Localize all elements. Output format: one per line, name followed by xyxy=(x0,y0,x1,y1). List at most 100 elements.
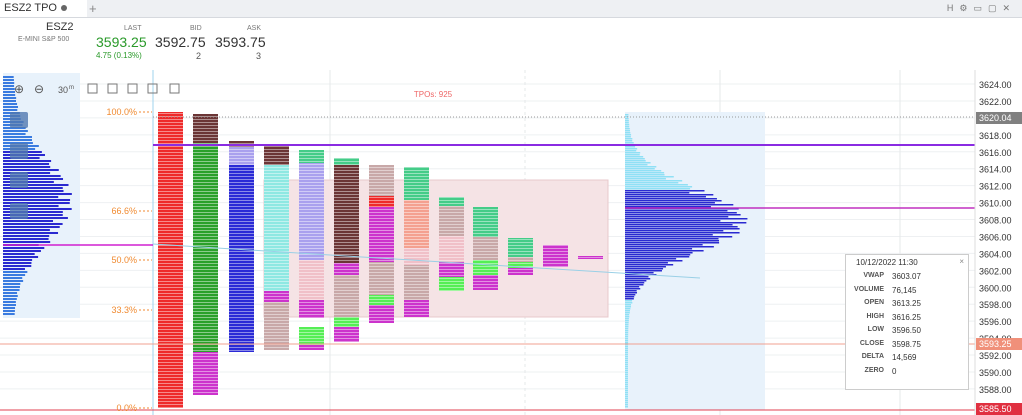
profile-bar xyxy=(625,380,629,382)
profile-bar xyxy=(625,258,677,260)
profile-bar xyxy=(625,218,748,220)
change: 4.75 (0.13%) xyxy=(96,51,142,60)
tab[interactable]: ESZ2 TPO xyxy=(0,0,87,17)
profile-bar xyxy=(625,334,629,336)
info-label: VOLUME xyxy=(854,285,884,293)
tpo-stripes xyxy=(404,200,429,248)
tpo-stripes xyxy=(264,165,289,291)
profile-bar xyxy=(625,306,632,308)
price-tick: 3590.00 xyxy=(979,368,1012,378)
profile-bar xyxy=(625,322,629,324)
profile-bar xyxy=(625,212,737,214)
tpo-stripes xyxy=(193,114,218,143)
info-value: 3616.25 xyxy=(892,312,921,322)
price-tick: 3614.00 xyxy=(979,165,1012,175)
price-marker-label: 3585.50 xyxy=(979,404,1012,414)
tool-button[interactable] xyxy=(127,83,138,94)
profile-bar xyxy=(3,217,68,219)
profile-bar xyxy=(3,166,51,168)
add-tab[interactable]: + xyxy=(89,1,97,16)
tab-bar: ESZ2 TPO + H⚙▭▢✕ xyxy=(0,0,1022,18)
price-marker xyxy=(976,112,1022,124)
price-tick: 3596.00 xyxy=(979,317,1012,327)
profile-bar xyxy=(3,253,35,255)
profile-bar xyxy=(625,152,641,154)
tpo-count: TPOs: 925 xyxy=(414,90,453,99)
profile-bar xyxy=(625,136,631,138)
profile-bar xyxy=(625,150,637,152)
profile-bar xyxy=(625,140,633,142)
price-tick: 3624.00 xyxy=(979,80,1012,90)
profile-bar xyxy=(625,362,629,364)
profile-bar xyxy=(625,272,654,274)
profile-bar xyxy=(625,300,633,302)
tpo-stripes xyxy=(299,345,324,350)
profile-bar xyxy=(625,326,629,328)
profile-bar xyxy=(625,192,690,194)
price-tick: 3588.00 xyxy=(979,385,1012,395)
ask-label: ASK xyxy=(247,25,262,32)
profile-bar xyxy=(625,200,722,202)
side-tool[interactable] xyxy=(10,112,28,128)
profile-bar xyxy=(625,252,693,254)
profile-bar xyxy=(625,254,691,256)
profile-bar xyxy=(3,103,18,105)
profile-bar xyxy=(3,178,64,180)
profile-bar xyxy=(3,214,63,216)
side-tool[interactable] xyxy=(10,172,28,188)
profile-bar xyxy=(625,278,651,280)
tpo-stripes xyxy=(473,260,498,275)
profile-bar xyxy=(625,336,629,338)
zoom-button[interactable]: ⊕ xyxy=(14,82,24,96)
profile-bar xyxy=(3,82,15,84)
profile-bar xyxy=(625,246,714,248)
tool-button[interactable] xyxy=(147,83,158,94)
tpo-stripes xyxy=(299,327,324,345)
profile-bar xyxy=(625,330,629,332)
profile-bar xyxy=(625,248,693,250)
profile-bar xyxy=(625,210,728,212)
profile-bar xyxy=(625,288,641,290)
profile-bar xyxy=(625,388,629,390)
profile-bar xyxy=(3,232,59,234)
profile-bar xyxy=(3,181,54,183)
ask-price: 3593.75 xyxy=(215,34,266,50)
price-tick: 3616.00 xyxy=(979,148,1012,158)
percent-label: 100.0% xyxy=(106,107,137,117)
window-controls[interactable]: H⚙▭▢✕ xyxy=(946,3,1016,13)
info-box: 10/12/2022 11:30 × VWAP 3603.07 VOLUME 76,1… xyxy=(845,254,969,390)
tpo-stripes xyxy=(439,277,464,291)
profile-bar xyxy=(625,164,648,166)
bid-label: BID xyxy=(190,25,202,32)
side-tool[interactable] xyxy=(10,143,28,159)
tool-button[interactable] xyxy=(87,83,98,94)
price-marker xyxy=(976,403,1022,415)
profile-bar xyxy=(625,250,704,252)
tool-button[interactable] xyxy=(169,83,180,94)
tpo-stripes xyxy=(299,260,324,300)
tpo-stripes xyxy=(334,327,359,342)
profile-bar xyxy=(3,226,60,228)
profile-bar xyxy=(625,170,662,172)
profile-bar xyxy=(625,154,640,156)
price-tick: 3618.00 xyxy=(979,131,1012,141)
tpo-stripes xyxy=(439,236,464,262)
profile-bar xyxy=(625,354,629,356)
profile-bar xyxy=(3,190,64,192)
profile-bar xyxy=(625,172,665,174)
side-tool[interactable] xyxy=(10,203,28,219)
profile-bar xyxy=(3,265,32,267)
profile-bar xyxy=(625,340,629,342)
profile-bar xyxy=(3,310,15,312)
tool-button[interactable] xyxy=(107,83,118,94)
profile-bar xyxy=(625,316,630,318)
profile-bar xyxy=(625,366,629,368)
profile-bar xyxy=(3,229,50,231)
zoom-button[interactable]: ⊖ xyxy=(34,82,44,96)
profile-bar xyxy=(3,85,15,87)
profile-bar xyxy=(625,186,693,188)
info-close[interactable]: × xyxy=(959,257,964,266)
tpo-stripes xyxy=(508,268,533,275)
tpo-stripes xyxy=(369,295,394,305)
price-tick: 3612.00 xyxy=(979,182,1012,192)
